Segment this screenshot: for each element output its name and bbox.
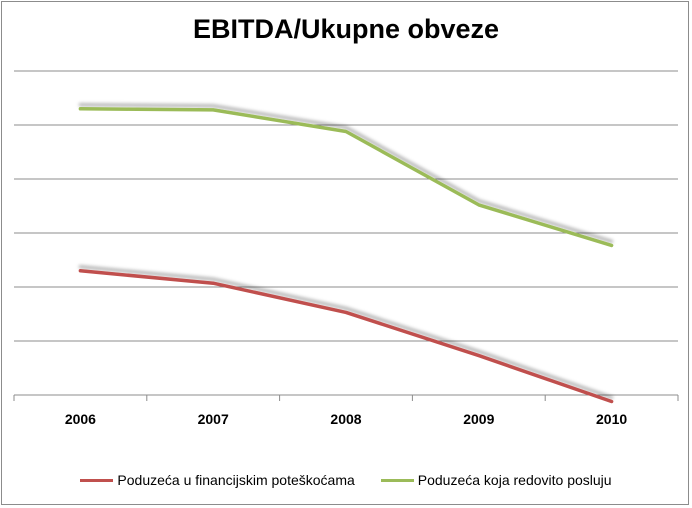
- legend-swatch: [380, 478, 414, 482]
- legend-label: Poduzeća u financijskim poteškoćama: [117, 472, 355, 488]
- x-tick-label: 2009: [463, 411, 494, 427]
- x-tick-label: 2008: [330, 411, 361, 427]
- legend-label: Poduzeća koja redovito posluju: [417, 472, 612, 488]
- series-line-1: [78, 269, 614, 404]
- x-tick-label: 2006: [65, 411, 96, 427]
- legend-item-1: Poduzeća u financijskim poteškoćama: [80, 470, 355, 490]
- chart-title: EBITDA/Ukupne obveze: [192, 14, 500, 44]
- x-tick-label: 2010: [596, 411, 627, 427]
- chart-legend: Poduzeća u financijskim poteškoćama Poduz…: [0, 470, 692, 490]
- legend-item-2: Poduzeća koja redovito posluju: [380, 470, 612, 490]
- series-line-2: [78, 107, 614, 248]
- x-tick-label: 2007: [198, 411, 229, 427]
- legend-swatch: [80, 478, 114, 482]
